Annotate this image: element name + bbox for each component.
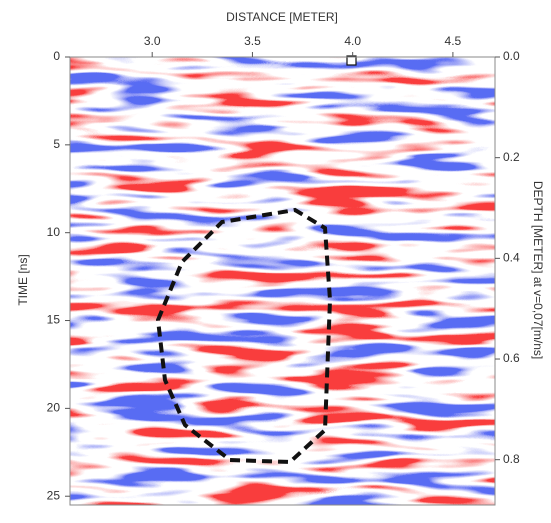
y-tick-label: 10 [47, 225, 61, 239]
x-axis-title: DISTANCE [METER] [226, 10, 338, 24]
y2-tick-label: 0.8 [503, 452, 520, 466]
x-tick-label: 4.0 [344, 34, 361, 48]
y-axis-title: TIME [ns] [16, 254, 30, 305]
marker [346, 55, 357, 66]
y-tick-label: 25 [47, 488, 61, 502]
radargram [70, 57, 495, 505]
y-tick-label: 20 [47, 401, 61, 415]
y2-tick-label: 0.4 [503, 251, 520, 265]
x-tick-label: 3.5 [244, 34, 261, 48]
x-tick-label: 3.0 [144, 34, 161, 48]
y2-tick-label: 0.2 [503, 150, 520, 164]
x-tick-label: 4.5 [445, 34, 462, 48]
y2-tick-label: 0.6 [503, 351, 520, 365]
y2-tick-label: 0.0 [503, 49, 520, 63]
y-tick-label: 0 [53, 49, 60, 63]
y-tick-label: 15 [47, 313, 61, 327]
y2-axis-title: DEPTH [METER] at v=0,07[m/ns] [531, 181, 545, 359]
y-tick-label: 5 [53, 137, 60, 151]
plot-frame [69, 56, 496, 506]
